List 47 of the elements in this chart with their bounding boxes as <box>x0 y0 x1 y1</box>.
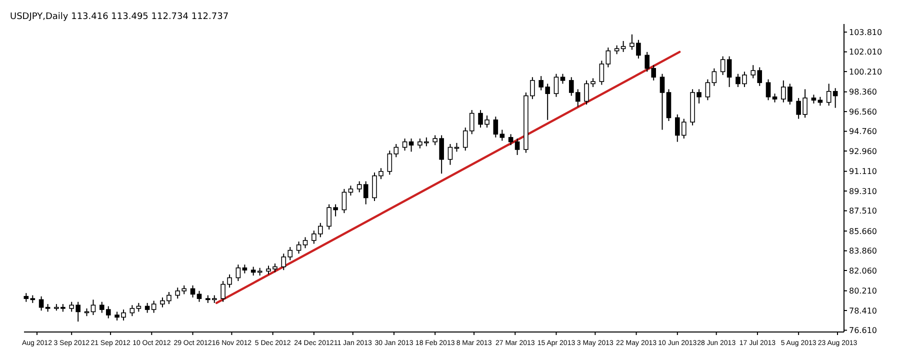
y-tick-label: 96.560 <box>849 107 877 116</box>
candlestick <box>130 304 135 317</box>
y-tick-label: 76.610 <box>849 326 877 336</box>
candlestick <box>712 68 717 86</box>
candlestick <box>90 299 96 316</box>
candlestick <box>402 138 408 152</box>
candlestick <box>348 185 354 196</box>
candlestick <box>236 264 241 282</box>
y-tick-label: 98.360 <box>849 88 877 97</box>
candlestick <box>500 129 505 142</box>
y-tick-label: 82.060 <box>849 266 877 276</box>
y-tick-label: 103.810 <box>849 28 882 37</box>
y-tick-label: 91.110 <box>849 167 877 176</box>
candlestick <box>448 144 453 166</box>
candlestick <box>514 138 520 156</box>
candlestick <box>560 73 566 84</box>
candlestick <box>151 300 156 314</box>
y-tick-label: 102.010 <box>849 48 882 57</box>
y-tick-label: 87.510 <box>849 206 877 216</box>
y-tick-label: 83.860 <box>849 246 877 256</box>
y-tick-label: 80.210 <box>849 286 877 296</box>
candlestick <box>408 138 414 152</box>
candlestick <box>720 56 726 76</box>
candlestick <box>493 116 498 138</box>
candlestick <box>660 73 665 130</box>
candlestick <box>705 78 710 101</box>
candlestick <box>296 241 302 254</box>
candlestick <box>144 302 150 314</box>
candlestick <box>766 78 771 101</box>
y-tick-label: 92.960 <box>849 146 877 156</box>
chart-title: USDJPY,Daily 113.416 113.495 112.734 112.737 <box>10 12 229 22</box>
y-tick-label: 94.760 <box>849 127 877 136</box>
candlestick <box>508 134 514 146</box>
candlestick <box>302 236 308 249</box>
candlestick <box>726 56 732 88</box>
y-tick-label: 89.310 <box>849 186 877 196</box>
y-tick-label: 85.660 <box>849 226 877 236</box>
candlestick <box>620 40 626 52</box>
y-tick-label: 78.410 <box>849 306 877 316</box>
candlestick <box>606 47 611 68</box>
y-tick-label: 100.210 <box>849 67 882 76</box>
candlestick <box>599 60 604 86</box>
candlestick <box>196 290 202 302</box>
candlestick <box>38 296 44 312</box>
candlestick <box>554 73 559 98</box>
candlestick <box>190 284 196 298</box>
candlestick <box>342 188 347 214</box>
